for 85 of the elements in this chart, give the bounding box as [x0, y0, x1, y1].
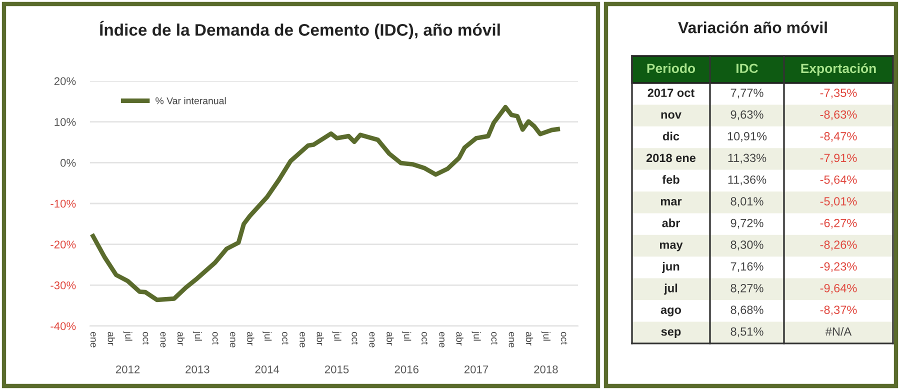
data-label: 7,16% [730, 262, 764, 272]
data-label: 8,27% [730, 284, 764, 294]
legend-label: % Var interanual [156, 97, 226, 104]
x-tick-label: jul [402, 331, 412, 341]
x-tick-label: ene [508, 332, 514, 348]
x2-tick-label: 2015 [324, 365, 349, 374]
data-label: 9,72% [730, 218, 764, 229]
x-tick-label: ene [230, 332, 236, 348]
data-label: -6,27% [820, 218, 857, 229]
x-tick-label: oct [491, 332, 498, 344]
x-tick-label: oct [422, 332, 428, 344]
x2-tick-label: 2018 [534, 365, 558, 374]
data-label: -5,64% [820, 175, 857, 186]
data-label: -8,26% [820, 240, 857, 250]
x2-tick-label: 2013 [186, 365, 210, 374]
category-label: 2018 ene [646, 154, 696, 162]
y-tick-label: -20% [50, 240, 76, 248]
data-label: -9,23% [820, 262, 857, 272]
data-label: 10,91% [728, 132, 767, 142]
y-tick-label: 20% [54, 77, 76, 86]
x-tick-label: oct [560, 332, 568, 344]
x-tick-label: jul [472, 331, 481, 341]
x-tick-label: ene [439, 332, 444, 348]
x-tick-label: jul [262, 331, 272, 341]
data-label: -7,35% [820, 88, 857, 98]
x-tick-label: jul [123, 331, 132, 341]
x-tick-label: abr [247, 332, 254, 346]
data-label: 8,51% [730, 327, 764, 338]
text: Periodo [647, 63, 696, 74]
x-tick-label: jul [541, 331, 550, 341]
y-tick-label: -30% [50, 281, 76, 290]
category-label: nov [661, 112, 682, 119]
data-label: -7,91% [820, 154, 857, 164]
x-tick-label: abr [108, 332, 115, 346]
y-tick-label: -40% [50, 322, 76, 330]
x-tick-label: ene [90, 332, 96, 348]
x-tick-label: ene [369, 332, 375, 348]
category-label: ago [660, 307, 682, 316]
x-tick-label: abr [177, 332, 185, 346]
text: Exportación [801, 63, 876, 76]
data-label: 8,30% [730, 240, 764, 250]
data-label: -8,47% [820, 132, 857, 142]
data-label: -8,63% [820, 110, 857, 120]
category-label: dic [662, 132, 680, 140]
y-tick-label: -10% [50, 200, 76, 208]
x-tick-label: abr [456, 332, 464, 346]
x-tick-label: oct [212, 332, 219, 344]
x2-tick-label: 2012 [116, 365, 140, 374]
data-label: -5,01% [820, 197, 857, 207]
data-label: 7,77% [730, 88, 764, 98]
category-label: may [660, 242, 683, 252]
data-label: 8,68% [730, 306, 764, 316]
data-label: 11,36% [728, 175, 766, 186]
category-label: abr [662, 218, 680, 228]
x2-tick-label: 2017 [464, 365, 488, 374]
y-tick-label: 10% [54, 118, 76, 126]
text: Variación año móvil [678, 21, 827, 34]
x-tick-label: oct [352, 332, 358, 344]
category-label: jun [662, 262, 680, 273]
x2-tick-label: 2014 [255, 365, 280, 374]
category-label: jul [664, 284, 678, 295]
x-tick-label: ene [300, 332, 305, 348]
line-series [90, 104, 560, 302]
data-label: -8,37% [820, 306, 857, 316]
data-label: 8,01% [730, 197, 764, 207]
x-tick-label: abr [526, 332, 534, 346]
x-tick-label: abr [316, 332, 324, 346]
x2-tick-label: 2016 [394, 365, 418, 374]
x-tick-label: abr [386, 332, 394, 346]
y-tick-label: 0% [60, 158, 76, 167]
data-label: -9,64% [820, 284, 857, 294]
category-label: mar [660, 199, 682, 206]
category-label: sep [661, 329, 681, 338]
x-tick-label: jul [332, 331, 342, 341]
x-tick-label: oct [282, 332, 288, 344]
x-tick-label: ene [160, 332, 166, 348]
chart-title: Índice de la Demanda de Cemento (IDC), año móvil [100, 20, 500, 40]
category-label: feb [662, 175, 680, 184]
category-label: 2017 oct [648, 88, 694, 98]
data-label: 9,63% [730, 110, 764, 120]
data-label: 11,33% [728, 154, 766, 164]
data-label: #N/A [825, 327, 852, 336]
x-tick-label: jul [192, 331, 202, 341]
text: IDC [736, 64, 758, 74]
x-tick-label: oct [142, 332, 150, 344]
